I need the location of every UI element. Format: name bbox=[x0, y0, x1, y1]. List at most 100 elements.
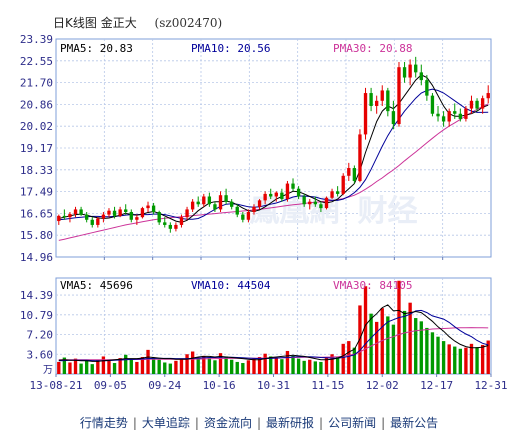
candle-body bbox=[157, 212, 161, 223]
volume-bar bbox=[218, 353, 223, 374]
nav-announcements[interactable]: 最新公告 bbox=[390, 416, 439, 430]
candle-body bbox=[453, 111, 457, 114]
candle-body bbox=[464, 108, 468, 119]
price-tick-label: 23.39 bbox=[20, 33, 53, 46]
volume-panel: 14.39 10.79 7.20 3.60 万 VMA5: 45696 VMA10: 445… bbox=[20, 277, 508, 392]
volume-bar bbox=[386, 316, 390, 374]
volume-bar bbox=[185, 354, 189, 374]
volume-bar bbox=[402, 310, 407, 374]
price-tick-label: 15.80 bbox=[20, 229, 53, 242]
volume-bar bbox=[257, 356, 262, 374]
candle-body bbox=[397, 67, 401, 125]
watermark-text: 鳳凰網 财经 bbox=[249, 194, 417, 229]
candle-body bbox=[375, 100, 379, 106]
nav-fund-flow[interactable]: 资金流向 bbox=[203, 416, 252, 430]
volume-bar bbox=[163, 362, 167, 374]
candle-body bbox=[486, 93, 490, 99]
candle-body bbox=[458, 113, 462, 119]
nav-separator: | bbox=[194, 416, 199, 430]
nav-big-order[interactable]: 大单追踪 bbox=[141, 416, 190, 430]
candle-body bbox=[363, 93, 368, 135]
candle-body bbox=[107, 210, 111, 215]
volume-bar bbox=[453, 346, 457, 374]
volume-bar bbox=[436, 336, 440, 374]
bottom-nav: 行情走势 | 大单追踪 | 资金流向 | 最新研报 | 公司新闻 | 最新公告 bbox=[0, 414, 518, 431]
candle-body bbox=[408, 64, 412, 78]
nav-separator: | bbox=[381, 416, 386, 430]
volume-bar bbox=[230, 359, 234, 374]
price-panel: 23.39 22.55 21.70 20.86 20.02 19.17 18.33 17.49… bbox=[20, 33, 492, 264]
volume-bar bbox=[486, 340, 490, 374]
volume-bar bbox=[480, 344, 485, 374]
volume-bar bbox=[419, 321, 423, 374]
volume-bar bbox=[352, 347, 357, 374]
candle-body bbox=[135, 217, 139, 220]
volume-bar bbox=[57, 361, 61, 374]
price-tick-label: 21.70 bbox=[20, 77, 53, 90]
candle-body bbox=[274, 192, 278, 197]
volume-bar bbox=[375, 321, 379, 374]
x-tick-label: 10-31 bbox=[257, 379, 290, 392]
volume-legend-vma5: VMA5: 45696 bbox=[60, 279, 133, 292]
x-tick-label: 10-16 bbox=[203, 379, 236, 392]
volume-bar bbox=[425, 327, 429, 374]
nav-separator: | bbox=[256, 416, 262, 430]
candle-body bbox=[269, 193, 273, 197]
candle-body bbox=[140, 208, 145, 218]
candle-body bbox=[129, 212, 133, 220]
volume-bar bbox=[135, 361, 139, 374]
x-tick-label: 12-02 bbox=[366, 379, 399, 392]
volume-bar bbox=[408, 302, 412, 374]
volume-bar bbox=[369, 313, 373, 374]
x-tick-label: 11-15 bbox=[311, 379, 344, 392]
candle-body bbox=[335, 191, 340, 194]
nav-research[interactable]: 最新研报 bbox=[266, 416, 315, 430]
ma30-line bbox=[58, 103, 489, 241]
volume-bar bbox=[68, 362, 72, 374]
nav-company-news[interactable]: 公司新闻 bbox=[328, 416, 377, 430]
nav-quote-trend[interactable]: 行情走势 bbox=[79, 416, 128, 430]
volume-bar bbox=[146, 349, 150, 374]
candle-body bbox=[480, 98, 485, 109]
volume-bar bbox=[308, 359, 312, 374]
candle-body bbox=[196, 201, 200, 205]
candle-body bbox=[241, 214, 245, 220]
price-legend-pma10: PMA10: 20.56 bbox=[191, 42, 270, 55]
volume-bar bbox=[296, 358, 301, 374]
candle-body bbox=[402, 67, 407, 78]
x-tick-label: 12-17 bbox=[420, 379, 453, 392]
volume-bar bbox=[207, 358, 212, 374]
candle-body bbox=[352, 168, 357, 181]
chart-title: 日K线图 金正大 (sz002470) bbox=[53, 14, 222, 31]
candle-body bbox=[319, 204, 323, 209]
price-legend-pma30: PMA30: 20.88 bbox=[333, 42, 412, 55]
x-tick-label: 12-31 bbox=[474, 379, 507, 392]
volume-bar bbox=[319, 361, 323, 374]
candle-body bbox=[190, 201, 195, 210]
candle-body bbox=[101, 214, 106, 219]
volume-bar bbox=[224, 356, 228, 374]
volume-legend-vma10: VMA10: 44504 bbox=[191, 279, 271, 292]
volume-bar bbox=[168, 363, 172, 374]
candle-body bbox=[369, 93, 373, 106]
nav-separator: | bbox=[132, 416, 137, 430]
candle-body bbox=[263, 193, 267, 201]
volume-bar bbox=[263, 353, 267, 374]
volume-bar bbox=[280, 359, 284, 374]
candle-body bbox=[146, 205, 150, 209]
volume-bar bbox=[291, 355, 295, 374]
volume-bar bbox=[274, 358, 278, 374]
volume-legend-vma30: VMA30: 84105 bbox=[333, 279, 412, 292]
candle-body bbox=[124, 209, 128, 213]
volume-bar bbox=[285, 350, 290, 374]
volume-bar bbox=[174, 360, 178, 374]
candle-body bbox=[118, 209, 122, 216]
candle-body bbox=[414, 64, 418, 73]
candle-body bbox=[308, 201, 312, 205]
candle-body bbox=[174, 224, 178, 229]
candle-body bbox=[79, 209, 83, 215]
stock-code: (sz002470) bbox=[154, 16, 223, 30]
candle-body bbox=[313, 201, 317, 205]
stock-name: 金正大 bbox=[100, 16, 137, 30]
